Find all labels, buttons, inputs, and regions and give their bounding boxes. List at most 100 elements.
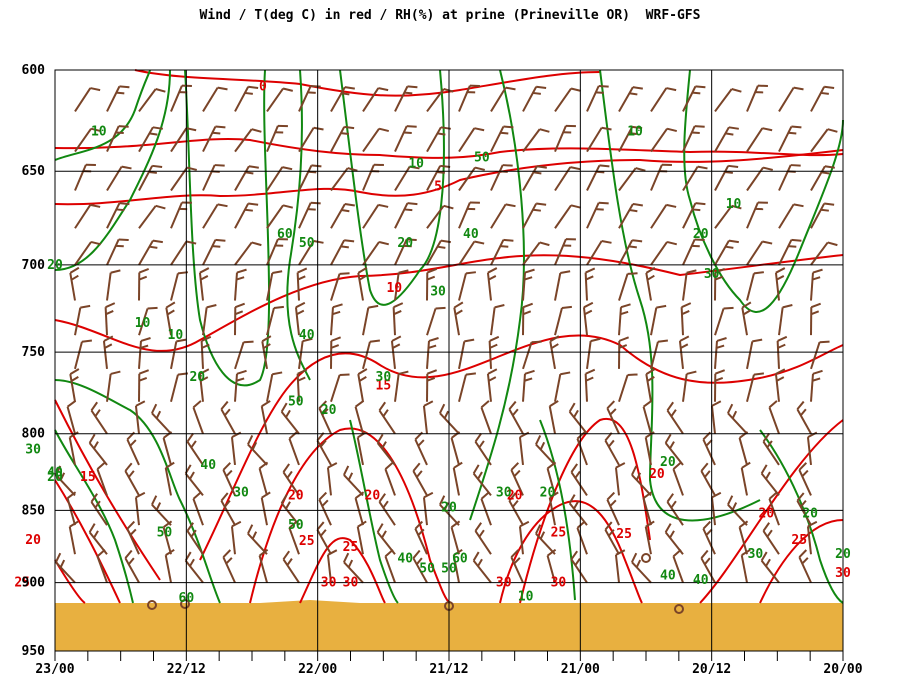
wind-barb [426, 240, 442, 266]
wind-barb-flag [670, 500, 677, 509]
y-tick-label: 800 [22, 427, 46, 442]
wind-barb-flag [295, 301, 306, 309]
wind-barb-flag [531, 340, 542, 344]
wind-barb [678, 340, 684, 369]
wind-barb [618, 307, 622, 336]
wind-barb [170, 85, 183, 112]
wind-barb-flag [494, 304, 505, 309]
wind-barb-flag [138, 376, 148, 382]
wind-barb-flag [657, 339, 668, 343]
wind-barb [714, 240, 730, 266]
wind-barb-flag [666, 87, 677, 92]
wind-barb [266, 204, 284, 229]
wind-barb-flag [628, 132, 637, 136]
wind-barb [682, 166, 699, 192]
wind-barb [69, 272, 76, 301]
wind-barb [518, 526, 524, 555]
wind-barb [490, 203, 507, 229]
wind-barb-flag [760, 464, 768, 474]
wind-barb [258, 555, 268, 583]
wind-barb-flag [711, 491, 722, 499]
wind-barb [452, 554, 460, 583]
wind-barb [458, 85, 471, 112]
wind-barb [288, 438, 300, 466]
humidity-label: 20 [397, 236, 413, 251]
wind-barb-flag [103, 335, 114, 342]
wind-barb-flag [55, 552, 62, 563]
wind-barb-flag [378, 493, 386, 503]
humidity-label: 10 [135, 316, 151, 331]
wind-barb-flag [753, 271, 764, 275]
humidity-label: 30 [25, 442, 41, 457]
wind-barb [294, 307, 300, 336]
humidity-label: 40 [693, 573, 709, 588]
wind-barb-flag [310, 85, 321, 88]
wind-barb-flag [705, 528, 713, 536]
wind-barb-flag [340, 245, 349, 249]
wind-barb-flag [261, 491, 271, 499]
wind-barb [650, 341, 659, 370]
wind-barb-flag [192, 491, 202, 500]
wind-barb-flag [508, 400, 517, 410]
wind-barb-flag [585, 267, 596, 274]
wind-barb [746, 240, 764, 266]
wind-barb-flag [443, 410, 450, 419]
wind-barb [714, 88, 733, 113]
wind-barb-flag [378, 203, 389, 208]
wind-barb-flag [347, 472, 354, 481]
wind-barb-flag [703, 557, 711, 565]
temperature-label: 20 [288, 488, 304, 503]
wind-barb-flag [393, 302, 404, 309]
wind-barb-flag [801, 469, 809, 478]
wind-barb-flag [417, 439, 425, 447]
wind-barb-flag [341, 209, 350, 213]
wind-barb-flag [812, 276, 821, 281]
wind-barb [170, 202, 183, 229]
wind-barb [650, 241, 668, 266]
wind-barb-flag [248, 202, 259, 206]
wind-barb-flag [791, 238, 802, 242]
wind-barb [96, 555, 108, 583]
temperature-label: 30 [343, 576, 359, 591]
wind-barb [330, 273, 341, 301]
wind-barb [458, 202, 471, 229]
wind-barb [198, 373, 204, 402]
humidity-label: 60 [452, 552, 468, 567]
wind-barb-flag [762, 522, 770, 532]
wind-barb-flag [607, 529, 615, 537]
wind-barb-flag [231, 431, 242, 438]
temperature-label: 20 [365, 488, 381, 503]
wind-barb-flag [330, 336, 342, 342]
wind-barb-flag [474, 166, 486, 171]
wind-barb-flag [574, 558, 581, 566]
wind-barb-flag [454, 309, 463, 316]
wind-barb-flag [319, 439, 327, 448]
wind-barb-flag [820, 91, 829, 95]
wind-barb-flag [680, 343, 689, 349]
x-tick-label: 21/12 [429, 662, 468, 677]
wind-barb-flag [465, 372, 476, 376]
wind-barb-flag [404, 91, 413, 95]
temperature-label: 20 [759, 506, 775, 521]
wind-barb [760, 560, 780, 584]
wind-barb [202, 307, 208, 336]
wind-barb [354, 406, 364, 434]
humidity-label: 40 [463, 227, 479, 242]
wind-barb [202, 87, 219, 112]
wind-barb-flag [69, 431, 79, 439]
wind-barb [702, 528, 716, 555]
wind-barb-flag [124, 549, 133, 559]
wind-barb-flag [215, 125, 226, 129]
wind-barb-flag [570, 550, 578, 560]
wind-barb [535, 533, 556, 555]
wind-barb-flag [765, 471, 771, 480]
wind-barb-flag [672, 548, 682, 558]
wind-barb-flag [487, 368, 498, 375]
wind-barb [522, 241, 541, 266]
wind-barb [202, 164, 216, 191]
wind-barb-flag [440, 164, 451, 168]
wind-barb-flag [762, 240, 773, 245]
wind-barb [266, 87, 284, 113]
wind-barb [106, 239, 120, 266]
wind-barb [330, 86, 346, 112]
